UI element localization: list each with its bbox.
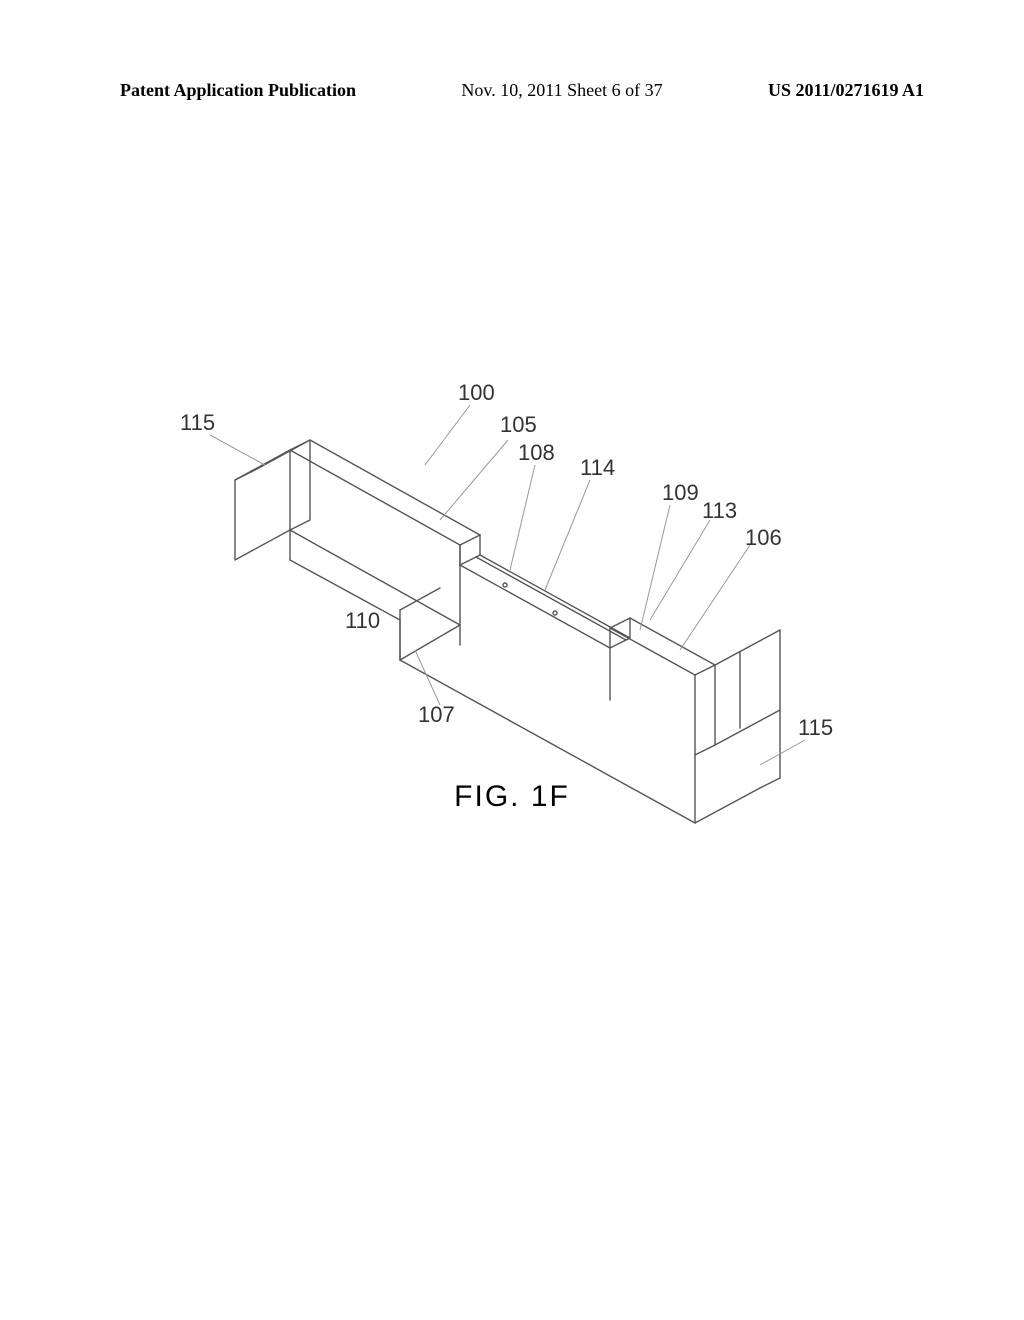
ref-110: 110 <box>345 608 380 633</box>
header-date-sheet: Nov. 10, 2011 Sheet 6 of 37 <box>461 80 662 101</box>
header-pub-number: US 2011/0271619 A1 <box>768 80 924 101</box>
figure-caption: FIG. 1F <box>0 780 1024 814</box>
ref-115-right: 115 <box>798 715 833 740</box>
ref-108: 108 <box>518 440 555 465</box>
ref-100: 100 <box>458 380 495 405</box>
ref-109: 109 <box>662 480 699 505</box>
figure-svg: 100 115 105 108 114 109 113 106 110 107 … <box>140 370 880 830</box>
ref-114: 114 <box>580 455 615 480</box>
ref-105: 105 <box>500 412 537 437</box>
figure-1f: 100 115 105 108 114 109 113 106 110 107 … <box>140 370 880 830</box>
header-publication: Patent Application Publication <box>120 80 356 101</box>
ref-106: 106 <box>745 525 782 550</box>
ref-107: 107 <box>418 702 455 727</box>
ref-113: 113 <box>702 498 737 523</box>
ref-115-left: 115 <box>180 410 215 435</box>
